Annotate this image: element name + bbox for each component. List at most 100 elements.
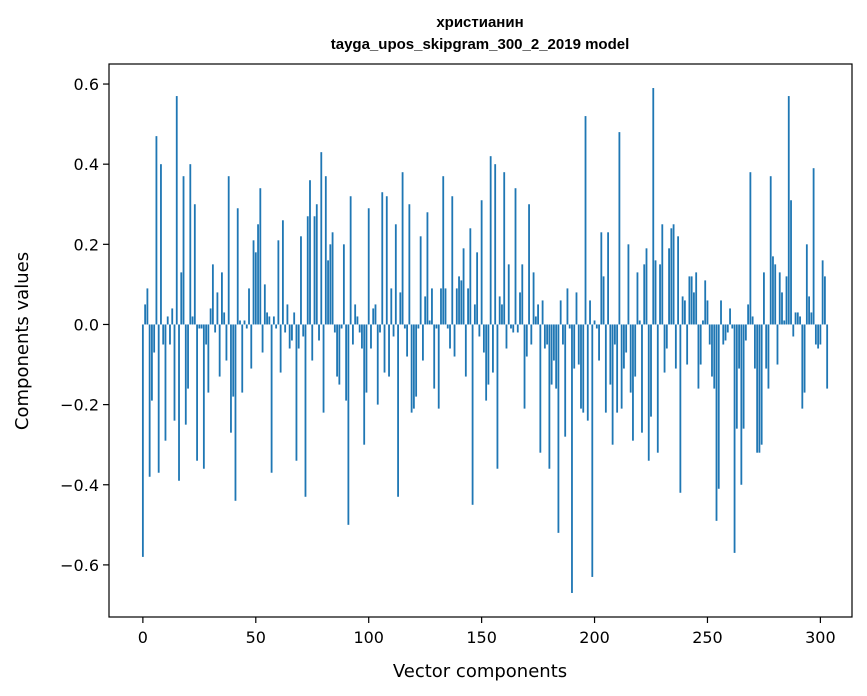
bar-300	[819, 324, 822, 345]
bar-208	[611, 324, 614, 445]
bar-252	[711, 324, 713, 377]
bar-31	[211, 264, 214, 325]
bar-85	[333, 324, 336, 333]
bar-35	[221, 272, 223, 325]
x-tick-label-0: 0	[138, 628, 148, 647]
bar-135	[446, 324, 449, 329]
bar-271	[753, 324, 756, 369]
bar-169	[523, 324, 526, 409]
bar-242	[688, 276, 691, 325]
bar-168	[521, 264, 524, 325]
bar-150	[480, 200, 483, 325]
bar-36	[223, 312, 226, 325]
bar-277	[767, 324, 770, 389]
bar-149	[478, 324, 481, 337]
bar-211	[618, 132, 621, 325]
bar-153	[487, 324, 490, 385]
bar-191	[573, 324, 576, 369]
bar-63	[284, 324, 287, 333]
bar-7	[157, 324, 160, 473]
bar-19	[184, 324, 187, 425]
bar-249	[704, 280, 707, 325]
bar-170	[525, 324, 528, 357]
bar-256	[720, 300, 722, 325]
bar-22	[191, 316, 194, 325]
bar-213	[623, 324, 625, 369]
bar-146	[471, 324, 474, 505]
bar-26	[200, 324, 203, 329]
x-tick-label-100: 100	[353, 628, 384, 647]
bar-123	[419, 236, 422, 325]
bar-148	[476, 252, 479, 325]
bar-37	[225, 324, 228, 361]
bar-302	[824, 276, 826, 325]
bar-139	[455, 288, 458, 325]
bar-67	[293, 312, 296, 325]
bar-76	[313, 216, 316, 325]
bar-296	[810, 312, 813, 325]
bar-78	[318, 324, 320, 341]
bar-190	[571, 324, 573, 593]
bar-248	[702, 320, 704, 325]
bar-95	[356, 316, 359, 325]
bar-232	[665, 324, 668, 349]
bar-240	[683, 300, 686, 325]
bar-44	[241, 324, 244, 393]
bar-21	[189, 164, 192, 325]
bar-175	[537, 304, 539, 325]
bar-68	[295, 324, 298, 461]
bar-217	[632, 324, 634, 441]
bar-203	[600, 232, 603, 325]
bar-273	[758, 324, 761, 453]
bar-268	[747, 304, 750, 325]
bar-66	[291, 324, 293, 341]
bar-176	[539, 324, 542, 453]
bar-255	[717, 324, 720, 489]
bar-282	[778, 272, 781, 325]
bar-193	[577, 324, 580, 365]
y-tick-label-2: −0.2	[60, 396, 99, 415]
bar-147	[473, 304, 476, 325]
bar-113	[397, 324, 399, 497]
bar-16	[178, 324, 180, 481]
bar-92	[349, 196, 352, 325]
bar-59	[275, 324, 278, 329]
bar-200	[593, 320, 596, 325]
bar-215	[627, 244, 630, 325]
bar-43	[239, 320, 241, 325]
bar-229	[659, 264, 661, 325]
bar-218	[634, 324, 637, 377]
bar-187	[564, 324, 567, 437]
bar-289	[794, 312, 797, 325]
bar-102	[372, 308, 375, 325]
bar-120	[412, 324, 415, 409]
bar-287	[790, 200, 792, 325]
bar-171	[528, 204, 530, 325]
bar-198	[589, 300, 591, 325]
bar-206	[607, 232, 609, 325]
bar-12	[169, 324, 171, 345]
bar-204	[602, 276, 605, 325]
bar-174	[534, 316, 537, 325]
bar-73	[306, 216, 309, 325]
bar-70	[300, 236, 302, 325]
bar-295	[808, 296, 810, 325]
bar-205	[604, 324, 607, 413]
y-axis-label: Components values	[12, 252, 33, 430]
bar-115	[401, 172, 404, 325]
bar-41	[234, 324, 237, 501]
bar-238	[679, 324, 682, 493]
bar-219	[636, 272, 639, 325]
bar-33	[216, 292, 219, 325]
y-tick-label-0: −0.6	[60, 556, 99, 575]
bar-61	[279, 324, 282, 373]
bar-275	[763, 272, 765, 325]
bar-112	[394, 224, 397, 325]
bar-269	[749, 172, 752, 325]
bar-93	[352, 324, 354, 345]
bar-298	[814, 324, 817, 345]
bar-266	[742, 324, 745, 429]
bar-69	[297, 324, 300, 349]
bar-281	[776, 324, 779, 365]
bar-163	[510, 324, 512, 329]
